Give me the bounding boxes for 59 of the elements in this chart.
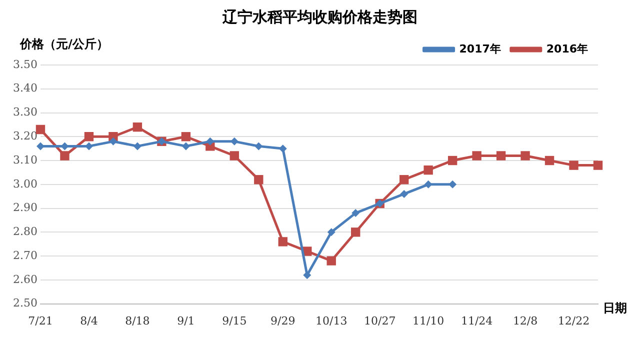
legend-label: 2016年 (546, 42, 588, 56)
point (132, 122, 142, 132)
y-tick-label: 3.40 (12, 82, 38, 95)
x-tick-label: 9/29 (270, 314, 296, 328)
x-tick-label: 10/27 (364, 314, 396, 328)
y-tick-label: 2.50 (12, 296, 38, 310)
x-tick-label: 11/24 (460, 314, 493, 328)
point (327, 228, 336, 236)
y-tick-label: 2.70 (12, 248, 38, 262)
point (593, 160, 603, 170)
x-tick-label: 12/8 (512, 314, 538, 328)
point (254, 175, 264, 184)
point (448, 180, 457, 188)
point (254, 142, 263, 150)
x-tick-label: 8/18 (125, 314, 150, 328)
x-tick-label: 9/1 (177, 314, 195, 328)
point (278, 237, 288, 246)
point (472, 151, 482, 160)
point (60, 151, 70, 160)
point (326, 256, 336, 266)
legend-label: 2017年 (459, 42, 501, 56)
point (520, 151, 530, 160)
point (230, 151, 240, 160)
point (400, 190, 408, 198)
point (84, 132, 94, 142)
point (496, 151, 506, 160)
point (424, 165, 433, 175)
y-tick-label: 3.50 (12, 58, 38, 71)
x-tick-label: 7/21 (28, 314, 53, 328)
y-tick-label: 2.90 (12, 201, 38, 214)
point (399, 175, 409, 184)
y-tick-label: 3.10 (12, 153, 38, 166)
point (351, 228, 360, 237)
chart-title: 辽宁水稻平均收购价格走势图 (222, 8, 418, 27)
point (544, 156, 554, 166)
point (181, 132, 191, 142)
y-tick-label: 3.30 (12, 106, 38, 119)
point (448, 156, 458, 166)
y-tick-label: 3.00 (12, 177, 38, 190)
point (109, 137, 118, 146)
point (133, 142, 142, 150)
point (206, 137, 214, 146)
point (569, 160, 578, 170)
point (36, 142, 44, 150)
y-tick-label: 3.20 (12, 130, 38, 142)
x-tick-label: 9/15 (222, 314, 247, 328)
point (36, 124, 46, 134)
x-tick-label: 11/10 (412, 314, 444, 328)
y-tick-label: 2.60 (12, 272, 38, 286)
point (352, 209, 360, 218)
point (424, 180, 432, 188)
x-tick-label: 8/4 (80, 314, 98, 328)
y-tick-label: 2.80 (12, 225, 38, 238)
x-tick-label: 12/22 (558, 314, 590, 328)
point (182, 142, 190, 150)
y-axis-title: 价格（元/公斤） (20, 36, 108, 53)
x-axis-title: 日期 (603, 300, 627, 317)
point (278, 144, 287, 153)
x-tick-label: 10/13 (316, 314, 348, 328)
